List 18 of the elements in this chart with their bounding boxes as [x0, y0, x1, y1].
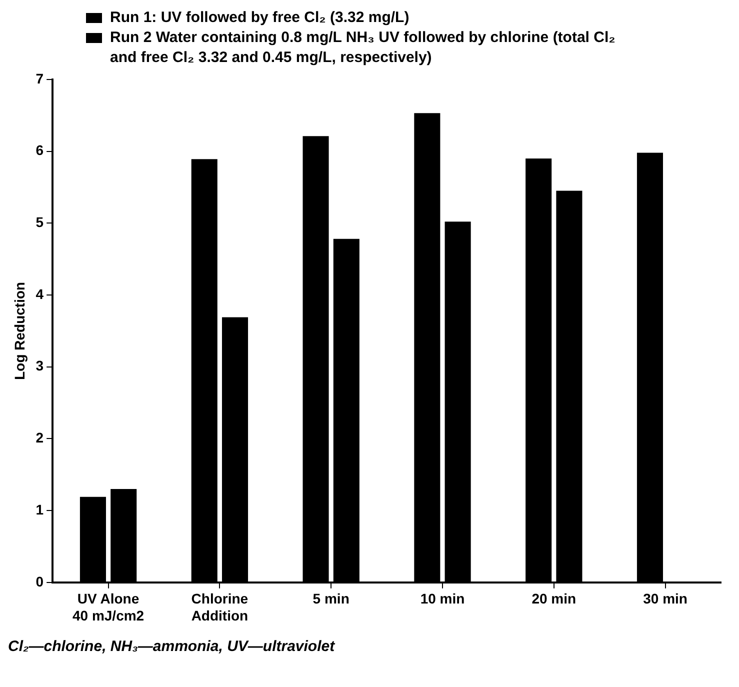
legend-label: Run 2 Water containing 0.8 mg/L NH₃ UV followed by chlorine (total Cl₂ and free Cl₂ 3.32 and 0.45 mg/L, respectively): [110, 28, 616, 68]
y-tick-label: 7: [36, 70, 44, 86]
x-tick-label: 20 min: [532, 590, 576, 607]
y-tick-label: 5: [36, 214, 44, 230]
legend-label: Run 1: UV followed by free Cl₂ (3.32 mg/L): [110, 8, 410, 28]
x-tick-label: 5 min: [312, 590, 350, 607]
y-tick-label: 0: [36, 573, 44, 590]
x-tick-label: UV Alone 40 mJ/cm2: [72, 590, 144, 624]
y-tick-label: 1: [36, 501, 44, 518]
y-tick-label: 2: [36, 430, 44, 446]
x-tick-label: 30 min: [643, 590, 688, 607]
text: Cl₂—chlorine, NH₃—ammonia, UV—ultraviolet: [8, 638, 336, 655]
y-axis-title: Log Reduction: [11, 282, 28, 380]
y-tick-label: 6: [36, 142, 44, 158]
y-tick-label: 4: [36, 286, 44, 302]
y-tick-label: 3: [36, 358, 44, 374]
x-tick-label: Chlorine Addition: [191, 590, 248, 624]
x-tick-label: 10 min: [420, 590, 465, 607]
